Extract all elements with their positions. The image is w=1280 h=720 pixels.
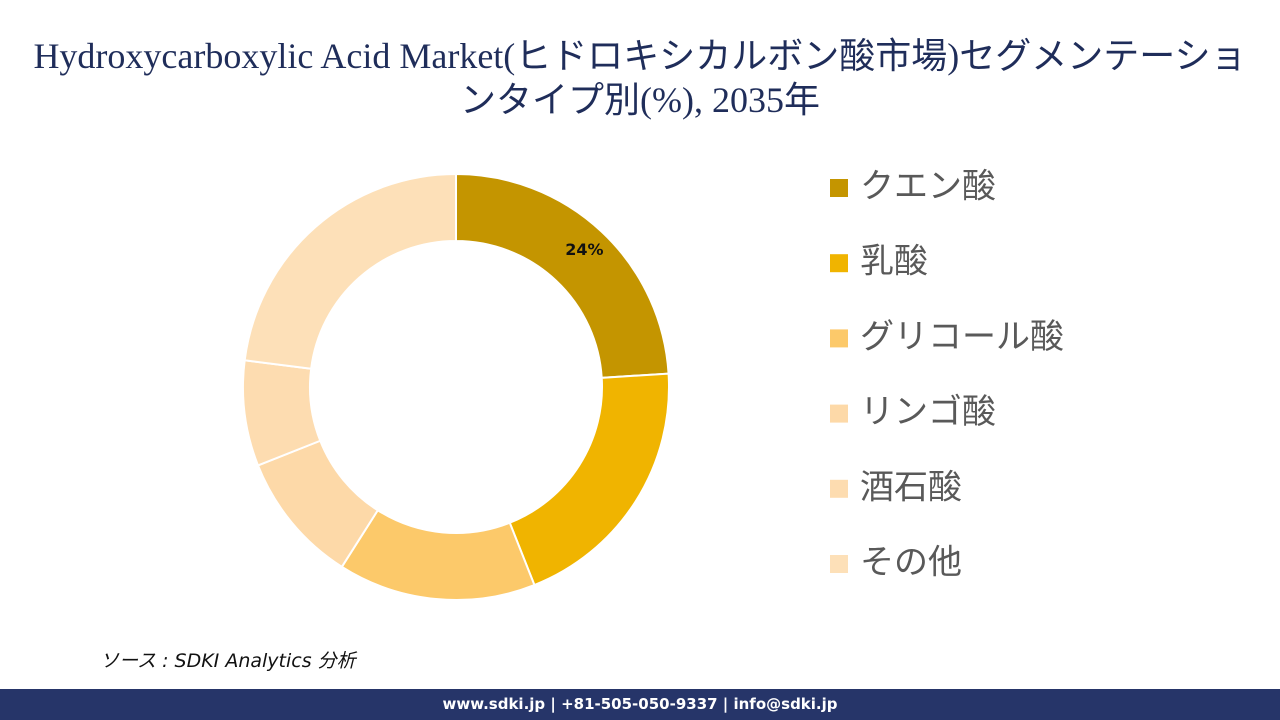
legend-swatch [830,404,848,423]
chart-title: Hydroxycarboxylic Acid Market(ヒドロキシカルボン酸… [33,36,1247,120]
legend-swatch [830,479,848,498]
donut-slice [340,508,536,601]
footer: www.sdki.jp | +81-505-050-9337 | info@sd… [0,689,1280,720]
data-label: 24% [565,240,603,259]
legend-swatch [830,179,848,197]
legend-swatch [830,254,848,273]
legend-label: 酒石酸 [860,467,962,507]
legend-swatch [830,555,848,573]
donut-slice [455,172,670,379]
legend-label: リンゴ酸 [860,392,996,432]
legend-label: グリコール酸 [860,317,1064,357]
legend-label: クエン酸 [860,167,996,207]
legend-swatch [830,329,848,348]
legend-label: その他 [860,543,962,583]
source-note: ソース : SDKI Analytics 分析 [100,650,356,672]
legend-label: 乳酸 [860,242,928,282]
donut-slice [508,372,670,587]
donut-slice [243,172,457,370]
